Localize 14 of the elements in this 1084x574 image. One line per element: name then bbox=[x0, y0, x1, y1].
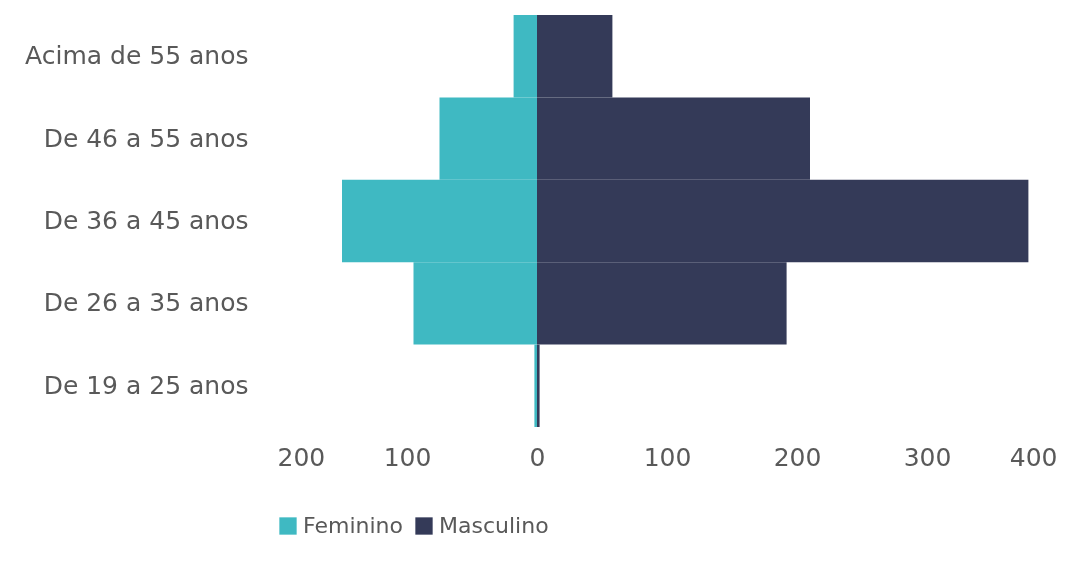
x-tick-label: 0 bbox=[529, 442, 546, 472]
x-tick-label: 100 bbox=[643, 442, 692, 472]
y-tick-label: De 26 a 35 anos bbox=[43, 288, 249, 318]
x-tick-label: 100 bbox=[383, 442, 432, 472]
x-tick-label: 300 bbox=[903, 442, 952, 472]
x-tick-label: 200 bbox=[277, 442, 326, 472]
y-tick-label: De 46 a 55 anos bbox=[43, 123, 249, 153]
x-tick-label: 400 bbox=[1009, 442, 1058, 472]
legend-label: Feminino bbox=[303, 513, 403, 538]
y-tick-label: Acima de 55 anos bbox=[25, 41, 249, 71]
legend-label: Masculino bbox=[439, 513, 549, 538]
y-tick-label: De 36 a 45 anos bbox=[43, 206, 249, 235]
x-tick-label: 200 bbox=[773, 442, 822, 472]
y-tick-label: De 19 a 25 anos bbox=[43, 370, 249, 400]
